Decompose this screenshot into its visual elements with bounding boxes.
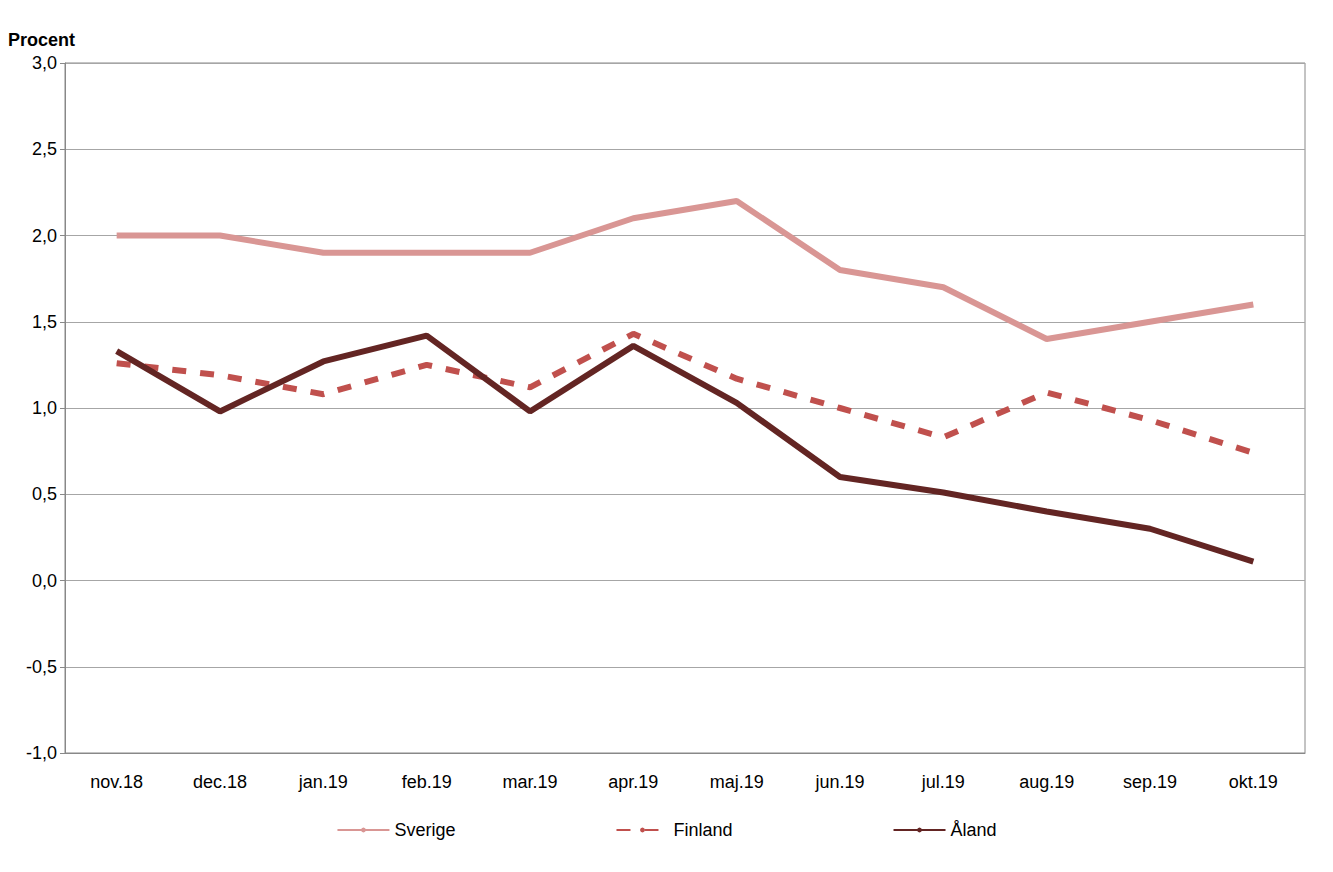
svg-text:dec.18: dec.18 bbox=[193, 772, 247, 792]
svg-text:Åland: Åland bbox=[951, 820, 997, 840]
svg-text:sep.19: sep.19 bbox=[1123, 772, 1177, 792]
svg-text:jul.19: jul.19 bbox=[921, 772, 965, 792]
svg-text:1,0: 1,0 bbox=[32, 398, 57, 418]
svg-text:2,0: 2,0 bbox=[32, 226, 57, 246]
svg-text:-1,0: -1,0 bbox=[26, 743, 57, 763]
svg-text:nov.18: nov.18 bbox=[90, 772, 143, 792]
svg-text:3,0: 3,0 bbox=[32, 53, 57, 73]
svg-text:Procent: Procent bbox=[8, 30, 75, 50]
svg-text:jan.19: jan.19 bbox=[298, 772, 348, 792]
svg-text:-0,5: -0,5 bbox=[26, 657, 57, 677]
svg-text:maj.19: maj.19 bbox=[710, 772, 764, 792]
svg-text:okt.19: okt.19 bbox=[1229, 772, 1278, 792]
svg-text:1,5: 1,5 bbox=[32, 312, 57, 332]
svg-text:0,5: 0,5 bbox=[32, 484, 57, 504]
svg-text:2,5: 2,5 bbox=[32, 139, 57, 159]
svg-text:jun.19: jun.19 bbox=[814, 772, 864, 792]
svg-text:Sverige: Sverige bbox=[394, 820, 455, 840]
svg-text:apr.19: apr.19 bbox=[608, 772, 658, 792]
svg-text:feb.19: feb.19 bbox=[402, 772, 452, 792]
svg-text:aug.19: aug.19 bbox=[1019, 772, 1074, 792]
svg-text:mar.19: mar.19 bbox=[502, 772, 557, 792]
svg-text:Finland: Finland bbox=[673, 820, 732, 840]
svg-text:0,0: 0,0 bbox=[32, 571, 57, 591]
